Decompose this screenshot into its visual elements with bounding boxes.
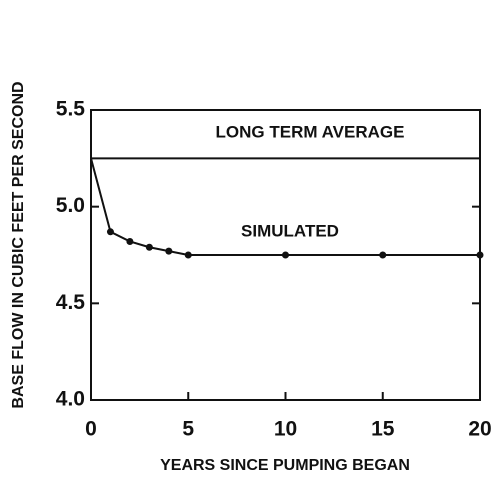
- series-label: SIMULATED: [241, 221, 339, 240]
- point: [282, 251, 289, 259]
- point: [106, 228, 114, 236]
- y-axis-label: BASE FLOW IN CUBIC FEET PER SECOND: [10, 81, 27, 408]
- x-tick-label: 10: [274, 418, 297, 441]
- x-tick-label: 0: [85, 418, 97, 441]
- point: [184, 251, 192, 259]
- series-line: [90, 158, 480, 256]
- y-tick-label: 4.0: [56, 388, 85, 411]
- point: [379, 251, 387, 259]
- series-label: LONG TERM AVERAGE: [216, 122, 405, 141]
- y-tick-label: 4.5: [56, 291, 86, 314]
- y-tick-label: 5.5: [56, 98, 86, 121]
- point: [165, 247, 173, 255]
- point: [476, 251, 484, 259]
- y-tick-label: 5.0: [56, 194, 85, 217]
- point: [145, 243, 153, 251]
- x-tick-label: 20: [468, 418, 491, 441]
- x-axis-label: YEARS SINCE PUMPING BEGAN: [160, 457, 410, 474]
- x-tick-label: 15: [371, 418, 395, 441]
- x-tick-label: 5: [182, 418, 194, 441]
- point: [126, 237, 134, 245]
